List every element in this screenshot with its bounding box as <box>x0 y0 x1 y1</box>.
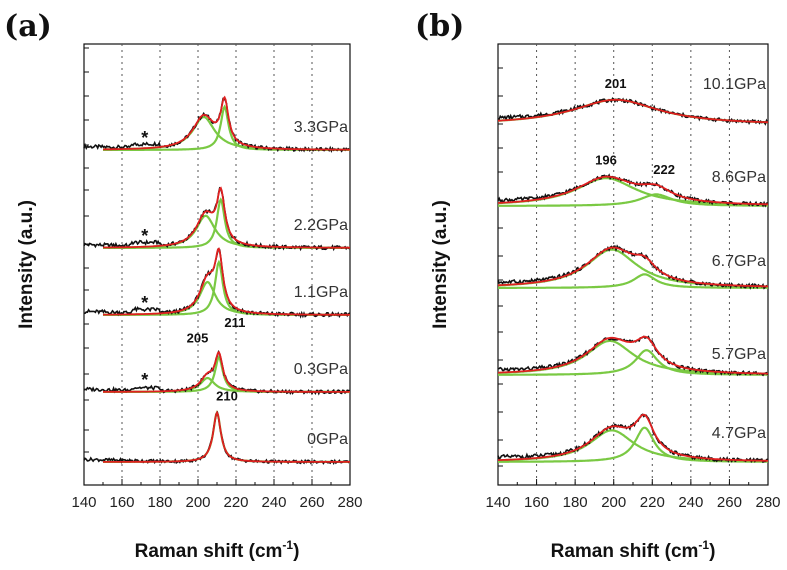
spectrum-10.1GPa: 10.1GPa <box>498 76 769 126</box>
spectrum-2.2GPa: 2.2GPa * <box>83 186 351 252</box>
fit-total <box>497 335 768 375</box>
spectrum-6.7GPa: 6.7GPa <box>497 244 769 290</box>
x-tick-label: 220 <box>223 494 248 511</box>
fit-total <box>497 175 768 206</box>
component-peak <box>498 273 768 289</box>
pressure-label: 5.7GPa <box>712 346 766 363</box>
component-peak <box>498 193 768 207</box>
pressure-label: 6.7GPa <box>712 253 766 270</box>
peak-annotation: 196 <box>595 153 617 168</box>
measured-spectrum <box>83 247 351 319</box>
panel-label: (a) <box>4 9 52 44</box>
spectrum-1.1GPa: 1.1GPa * <box>83 247 351 319</box>
pressure-label: 10.1GPa <box>703 76 766 93</box>
component-peak <box>498 349 768 376</box>
spectrum-4.7GPa: 4.7GPa <box>497 413 769 464</box>
spectrum-5.7GPa: 5.7GPa <box>497 335 769 377</box>
panel-b: 140 160 180 200 220 240 260 280 (b) Raman shift (… <box>415 9 781 562</box>
pressure-label: 3.3GPa <box>294 119 348 136</box>
y-axis-title: Intensity (a.u.) <box>430 200 451 329</box>
fit-total <box>498 413 768 462</box>
x-axis-title: Raman shift (cm-1) <box>135 538 300 562</box>
star-marker: * <box>141 293 148 313</box>
x-tick-label: 180 <box>147 494 172 511</box>
star-marker: * <box>141 128 148 148</box>
pressure-label: 8.6GPa <box>712 169 766 186</box>
fit-total <box>103 247 350 316</box>
pressure-label: 0GPa <box>307 431 348 448</box>
x-axis-title: Raman shift (cm-1) <box>551 538 716 562</box>
fit-total <box>103 186 350 249</box>
x-tick-label: 200 <box>185 494 210 511</box>
star-marker: * <box>141 370 148 390</box>
peak-annotation: 222 <box>653 162 675 177</box>
pressure-label: 2.2GPa <box>294 217 348 234</box>
x-tick-label: 180 <box>563 494 588 511</box>
peak-annotation: 205 <box>187 330 209 345</box>
x-tick-label: 280 <box>755 494 780 511</box>
x-tick-label: 200 <box>601 494 626 511</box>
x-tick-label: 160 <box>109 494 134 511</box>
x-tick-label: 140 <box>485 494 510 511</box>
x-tick-label: 280 <box>337 494 362 511</box>
fit-total <box>103 410 350 463</box>
x-tick-label: 260 <box>717 494 742 511</box>
star-marker: * <box>141 226 148 246</box>
fit-total <box>103 95 350 151</box>
fit-total <box>103 350 350 393</box>
spectrum-8.6GPa: 8.6GPa <box>497 169 768 208</box>
spectrum-0GPa: 0GPa <box>83 410 351 466</box>
spectrum-3.3GPa: 3.3GPa * <box>83 95 351 154</box>
pressure-label: 4.7GPa <box>712 425 766 442</box>
x-tick-label: 240 <box>678 494 703 511</box>
x-tick-label: 220 <box>640 494 665 511</box>
peak-annotation: 211 <box>224 315 245 330</box>
y-axis-title: Intensity (a.u.) <box>16 200 37 329</box>
x-tick-label: 240 <box>261 494 286 511</box>
pressure-label: 0.3GPa <box>294 361 348 378</box>
peak-annotation: 210 <box>216 389 238 404</box>
fit-total <box>497 246 768 288</box>
pressure-label: 1.1GPa <box>294 284 348 301</box>
x-tick-label: 160 <box>524 494 549 511</box>
x-tick-label: 140 <box>71 494 96 511</box>
x-tick-label: 260 <box>299 494 324 511</box>
panel-label: (b) <box>415 9 464 44</box>
panel-a: 140 160 180 200 220 240 260 280 (a) Raman shift (… <box>4 9 363 562</box>
fit-total <box>498 98 769 124</box>
peak-annotation: 201 <box>605 76 627 91</box>
spectrum-0.3GPa: 0.3GPa * <box>83 349 350 396</box>
component-peak <box>498 426 768 463</box>
measured-spectrum <box>497 244 769 290</box>
